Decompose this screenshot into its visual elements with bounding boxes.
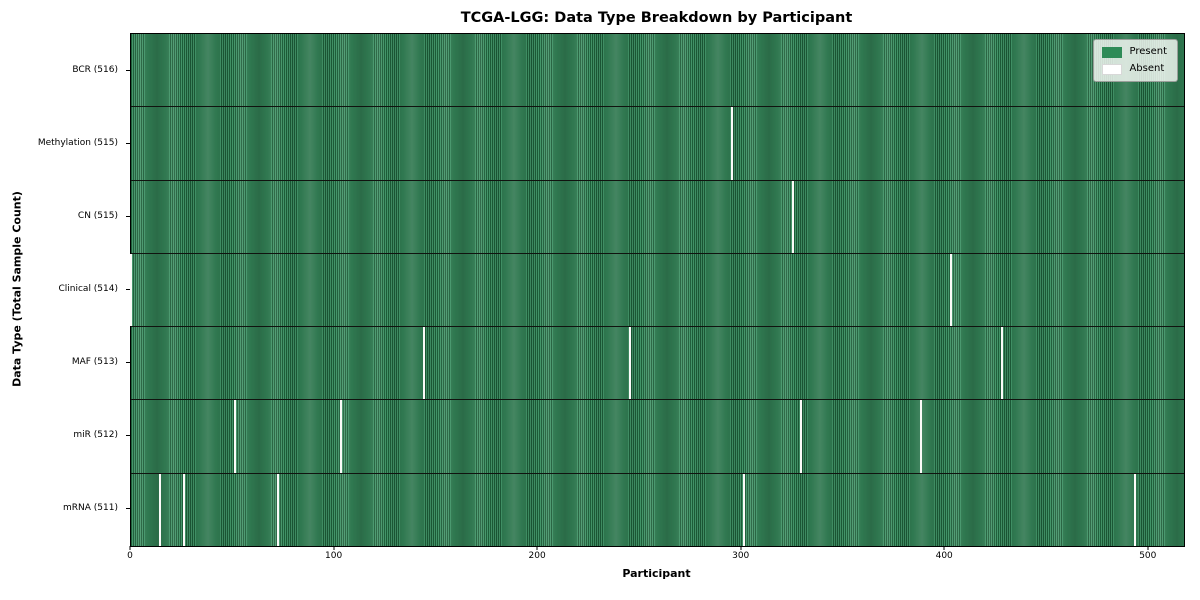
row-MAF — [131, 327, 1184, 401]
x-axis-label: Participant — [622, 567, 691, 580]
row-miR — [131, 400, 1184, 474]
x-tick-mark — [536, 546, 538, 550]
y-axis-label: Data Type (Total Sample Count) — [10, 191, 24, 387]
y-tick-label: BCR (516) — [72, 64, 118, 75]
row-BCR — [131, 34, 1184, 108]
y-tick-mark — [126, 215, 130, 217]
legend: Present Absent — [1093, 39, 1178, 82]
y-tick-label: Clinical (514) — [58, 284, 118, 294]
y-tick-label: CN (515) — [77, 210, 118, 221]
x-tick-label: 300 — [732, 551, 750, 561]
absent-stripe — [276, 473, 279, 546]
y-tick-mark — [126, 435, 130, 437]
absent-swatch-icon — [1102, 63, 1123, 75]
legend-item-present: Present — [1102, 46, 1167, 58]
y-tick-label: MAF (513) — [71, 357, 118, 368]
absent-stripe — [742, 473, 745, 546]
legend-item-absent: Absent — [1102, 63, 1167, 75]
absent-stripe — [130, 253, 132, 327]
y-tick-label: miR (512) — [73, 430, 118, 441]
row-mRNA — [131, 473, 1184, 546]
x-tick-label: 0 — [127, 551, 133, 561]
x-tick-label: 500 — [1139, 551, 1157, 561]
present-swatch-icon — [1102, 46, 1123, 58]
absent-stripe — [799, 400, 802, 473]
x-tick-label: 100 — [325, 551, 343, 561]
absent-stripe — [423, 327, 426, 400]
row-Methylation — [131, 107, 1184, 181]
y-tick-label: Methylation (515) — [37, 137, 118, 148]
x-tick-label: 400 — [935, 551, 953, 561]
row-CN — [131, 180, 1184, 254]
x-tick-mark — [740, 546, 742, 550]
chart-title: TCGA-LGG: Data Type Breakdown by Partici… — [460, 10, 853, 26]
legend-present-label: Present — [1129, 46, 1167, 57]
y-tick-mark — [126, 69, 130, 71]
absent-stripe — [791, 180, 794, 253]
absent-stripe — [1133, 473, 1136, 546]
x-tick-mark — [129, 546, 131, 550]
legend-absent-label: Absent — [1129, 63, 1165, 74]
plot-area: Present Absent — [130, 33, 1185, 547]
absent-stripe — [628, 327, 631, 400]
row-Clinical — [130, 253, 1184, 328]
x-tick-mark — [943, 546, 945, 550]
absent-stripe — [950, 253, 953, 327]
y-tick-label: mRNA (511) — [63, 503, 118, 514]
x-tick-mark — [333, 546, 335, 550]
absent-stripe — [730, 107, 733, 180]
y-tick-mark — [126, 142, 130, 144]
y-tick-mark — [126, 362, 130, 364]
absent-stripe — [339, 400, 342, 473]
absent-stripe — [919, 400, 922, 473]
absent-stripe — [1001, 327, 1004, 400]
absent-stripe — [158, 473, 161, 546]
y-tick-mark — [126, 289, 130, 290]
absent-stripe — [233, 400, 236, 473]
y-tick-mark — [126, 508, 130, 510]
x-tick-label: 200 — [528, 551, 546, 561]
x-tick-mark — [1147, 546, 1149, 550]
rows-container — [130, 34, 1184, 546]
absent-stripe — [182, 473, 185, 546]
